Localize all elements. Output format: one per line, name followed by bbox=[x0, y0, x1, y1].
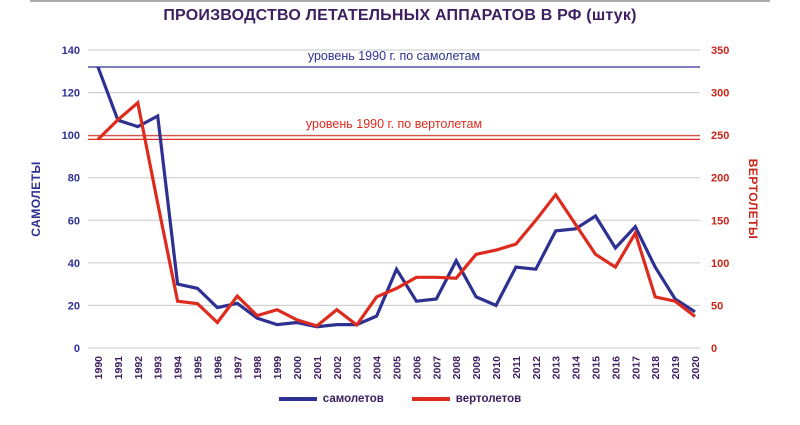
year-label: 2001 bbox=[312, 356, 324, 380]
year-label: 2004 bbox=[372, 356, 384, 380]
year-label: 2015 bbox=[591, 356, 603, 380]
year-label: 1993 bbox=[153, 356, 165, 380]
left-tick-label: 80 bbox=[68, 173, 80, 185]
year-label: 1999 bbox=[272, 356, 284, 380]
right-tick-label: 150 bbox=[711, 215, 729, 227]
series-line-airplanes bbox=[96, 66, 696, 329]
year-label: 2013 bbox=[551, 356, 563, 380]
year-label: 2020 bbox=[690, 356, 702, 380]
right-tick-label: 100 bbox=[711, 258, 729, 270]
year-label: 2010 bbox=[491, 356, 503, 380]
right-tick-label: 250 bbox=[711, 130, 729, 142]
series-line-helicopters bbox=[96, 99, 696, 328]
chart-title: ПРОИЗВОДСТВО ЛЕТАТЕЛЬНЫХ АППАРАТОВ В РФ … bbox=[163, 7, 637, 24]
year-label: 1994 bbox=[173, 356, 185, 380]
legend-item-helicopters: вертолетов bbox=[411, 393, 522, 405]
year-label: 1997 bbox=[232, 356, 244, 380]
right-axis-title: ВЕРТОЛЕТЫ bbox=[746, 159, 760, 240]
year-label: 2018 bbox=[650, 356, 662, 380]
legend-label-airplanes: самолетов bbox=[322, 393, 384, 405]
year-label: 2017 bbox=[630, 356, 642, 380]
year-label: 2002 bbox=[332, 356, 344, 380]
legend-item-airplanes: самолетов bbox=[278, 393, 384, 405]
right-tick-label: 300 bbox=[711, 88, 729, 100]
year-label: 1992 bbox=[133, 356, 145, 380]
year-label: 2012 bbox=[531, 356, 543, 380]
right-axis-ticks: 0 50 100 150 200 250 300 350 bbox=[711, 45, 729, 355]
top-border-line bbox=[30, 0, 770, 2]
legend-label-helicopters: вертолетов bbox=[455, 393, 522, 405]
year-label: 2008 bbox=[451, 356, 463, 380]
year-label: 2000 bbox=[292, 356, 304, 380]
year-label: 2014 bbox=[571, 356, 583, 380]
legend-swatch-helicopters bbox=[411, 397, 450, 401]
left-tick-label: 0 bbox=[74, 343, 80, 355]
x-axis-year-labels: 1990 1991 1992 1993 1994 1995 1996 1997 1998 1999… bbox=[93, 356, 702, 380]
year-label: 2006 bbox=[411, 356, 423, 380]
left-tick-label: 140 bbox=[62, 45, 80, 57]
year-label: 1995 bbox=[193, 356, 205, 380]
series-helicopters bbox=[96, 99, 696, 328]
legend: самолетов вертолетов bbox=[0, 393, 800, 405]
reference-line-helicopters bbox=[88, 135, 700, 140]
left-tick-label: 20 bbox=[68, 300, 80, 312]
left-tick-label: 120 bbox=[62, 88, 80, 100]
right-tick-label: 200 bbox=[711, 173, 729, 185]
year-label: 2007 bbox=[431, 356, 443, 380]
left-axis-ticks: 0 20 40 60 80 100 120 140 bbox=[62, 45, 80, 355]
year-label: 2019 bbox=[670, 356, 682, 380]
reference-label-airplanes: уровень 1990 г. по самолетам bbox=[307, 49, 481, 63]
reference-label-helicopters: уровень 1990 г. по вертолетам bbox=[305, 117, 483, 131]
left-tick-label: 40 bbox=[68, 258, 80, 270]
legend-swatch-airplanes bbox=[278, 397, 317, 401]
year-label: 2003 bbox=[352, 356, 364, 380]
left-tick-label: 60 bbox=[68, 215, 80, 227]
year-label: 2009 bbox=[471, 356, 483, 380]
left-tick-label: 100 bbox=[62, 130, 80, 142]
year-label: 2011 bbox=[511, 356, 523, 379]
left-axis-title: САМОЛЕТЫ bbox=[29, 161, 43, 237]
year-label: 1990 bbox=[93, 356, 105, 380]
right-tick-label: 50 bbox=[711, 300, 723, 312]
year-label: 1991 bbox=[113, 356, 125, 380]
year-label: 2005 bbox=[392, 356, 404, 380]
left-axis-title: САМОЛЕТЫ bbox=[29, 161, 43, 237]
gridlines bbox=[88, 49, 700, 349]
series-airplanes bbox=[96, 66, 696, 329]
right-tick-label: 0 bbox=[711, 343, 717, 355]
right-tick-label: 350 bbox=[711, 45, 729, 57]
year-label: 2016 bbox=[610, 356, 622, 380]
right-axis-title: ВЕРТОЛЕТЫ bbox=[746, 159, 760, 240]
year-label: 1996 bbox=[212, 356, 224, 380]
year-label: 1998 bbox=[252, 356, 264, 380]
